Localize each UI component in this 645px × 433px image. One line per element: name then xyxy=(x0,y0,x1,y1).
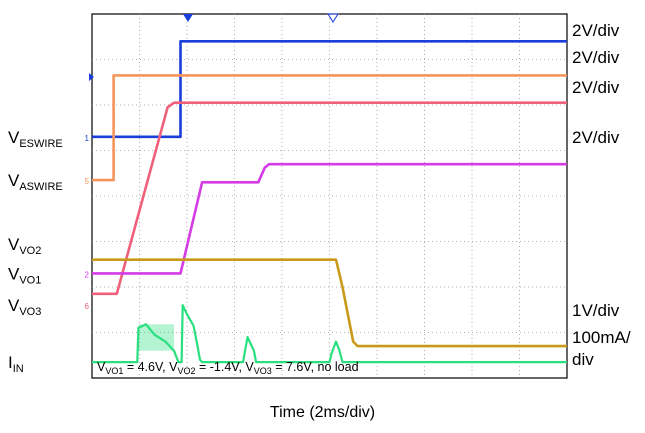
channel-marker-1: 1 xyxy=(85,134,90,143)
annot-rest: = 7.6V, no load xyxy=(272,360,359,374)
trigger-marker-solid xyxy=(183,14,193,22)
current-noise-band xyxy=(138,324,175,351)
channel-marker-6: 6 xyxy=(85,302,90,311)
x-axis-label: Time (2ms/div) xyxy=(269,404,376,421)
channel-marker-5: 5 xyxy=(85,177,90,186)
scale-labels: 2V/div 2V/div 2V/div 2V/div 1V/div 100mA/div xyxy=(572,21,631,369)
trace-aswire xyxy=(92,74,567,182)
annot-sub: VO2 xyxy=(177,366,195,376)
label-eswire: VESWIRE xyxy=(8,128,63,150)
trigger-marker-hollow xyxy=(327,13,339,23)
trace-vo3 xyxy=(92,101,567,296)
label-main: I xyxy=(8,353,13,372)
label-vo2: VVO2 xyxy=(8,235,41,257)
label-main: V xyxy=(8,128,20,147)
scale-aswire: 2V/div xyxy=(572,48,620,67)
scale-vo3: 2V/div xyxy=(572,78,620,97)
label-main: V xyxy=(8,264,20,283)
label-aswire: VASWIRE xyxy=(8,171,63,193)
label-sub: ASWIRE xyxy=(19,181,62,193)
label-vo1: VVO1 xyxy=(8,264,41,286)
scale-in-unit: div xyxy=(572,350,594,369)
label-sub: ESWIRE xyxy=(19,138,62,150)
label-main: V xyxy=(8,296,20,315)
annot-part: V xyxy=(169,360,178,374)
annotation-text: VVO1 = 4.6V, VVO2 = -1.4V, VVO3 = 7.6V, … xyxy=(97,360,359,376)
label-sub: VO3 xyxy=(19,306,41,318)
channel-marker-2: 2 xyxy=(85,270,90,279)
plot-frame xyxy=(91,13,568,379)
scale-vo2: 1V/div xyxy=(572,301,620,320)
annot-rest: = -1.4V, xyxy=(195,360,245,374)
label-sub: IN xyxy=(13,363,24,375)
traces xyxy=(92,40,567,364)
scale-eswire: 2V/div xyxy=(572,21,620,40)
label-main: V xyxy=(8,171,20,190)
label-sub: VO2 xyxy=(19,245,41,257)
label-sub: VO1 xyxy=(19,274,41,286)
trigger-level-marker xyxy=(89,73,94,81)
annot-sub: VO3 xyxy=(254,366,272,376)
annot-sub: VO1 xyxy=(105,366,123,376)
trace-vo1 xyxy=(92,162,567,275)
annot-part: V xyxy=(245,360,254,374)
trace-eswire xyxy=(92,40,567,139)
scale-in: 100mA/ xyxy=(572,328,631,347)
trace-in xyxy=(92,304,567,364)
annot-rest: = 4.6V, xyxy=(123,360,169,374)
scale-vo1: 2V/div xyxy=(572,128,620,147)
label-in: IIN xyxy=(8,353,24,375)
label-vo3: VVO3 xyxy=(8,296,41,318)
label-main: V xyxy=(8,235,20,254)
trace-vo2 xyxy=(92,258,567,348)
annot-part: V xyxy=(97,360,106,374)
trigger-markers xyxy=(89,13,339,81)
